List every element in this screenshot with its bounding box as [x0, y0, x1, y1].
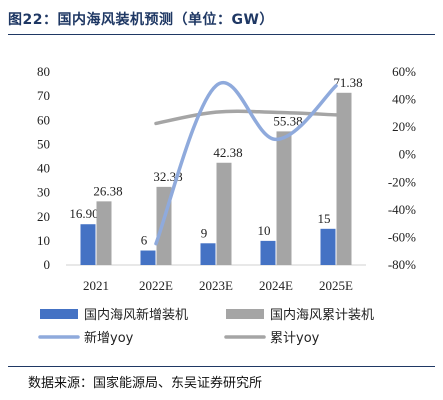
data-label-new: 16.90	[69, 206, 98, 221]
data-label-cumulative: 26.38	[93, 183, 122, 198]
bar-new	[140, 250, 156, 265]
y-left-tick-label: 20	[37, 209, 50, 224]
x-tick-label: 2025E	[319, 278, 353, 293]
x-tick-label: 2021	[83, 278, 109, 293]
legend-swatch-new	[40, 309, 78, 319]
y-left-tick-label: 0	[44, 257, 51, 272]
data-label-new: 15	[318, 211, 331, 226]
data-label-cumulative: 42.38	[213, 145, 242, 160]
y-right-tick-label: 0%	[399, 147, 417, 162]
bar-cumulative	[216, 162, 232, 265]
y-left-tick-label: 10	[37, 233, 50, 248]
y-left-tick-label: 80	[37, 64, 50, 79]
y-right-tick-label: -60%	[388, 229, 416, 244]
chart: 0 10 20 30 40 50 60 70 80 -80% -60% -40% -20% 0% 20% 40…	[37, 64, 417, 346]
x-tick-label: 2022E	[139, 278, 173, 293]
legend-label-cumulative: 国内海风累计装机	[270, 307, 374, 323]
chart-title: 图22：国内海风装机预测（单位：GW）	[8, 12, 274, 28]
bar-new	[200, 243, 216, 265]
bar-new	[260, 240, 276, 265]
source-note: 数据来源：国家能源局、东吴证券研究所	[28, 376, 263, 391]
source-divider	[8, 366, 435, 367]
y-right-tick-label: 20%	[392, 119, 416, 134]
y-right-tick-label: 40%	[392, 92, 416, 107]
legend-label-new-yoy: 新增yoy	[84, 330, 134, 346]
y-right-tick-label: -80%	[388, 257, 416, 272]
y-left-tick-label: 40	[37, 161, 50, 176]
y-left-tick-label: 60	[37, 112, 50, 127]
title-divider	[8, 34, 435, 35]
y-left-tick-label: 30	[37, 185, 50, 200]
bar-cumulative	[336, 92, 352, 266]
bar-new	[80, 224, 96, 265]
legend-label-new: 国内海风新增装机	[84, 307, 188, 323]
legend-swatch-cumulative	[226, 309, 264, 319]
y-left-tick-label: 50	[37, 136, 50, 151]
bar-cumulative	[276, 131, 292, 265]
legend-label-cumulative-yoy: 累计yoy	[270, 331, 320, 346]
bar-new	[320, 228, 336, 265]
y-right-tick-label: -40%	[388, 202, 416, 217]
data-label-cumulative: 71.38	[333, 75, 362, 90]
y-left-tick-label: 70	[37, 88, 50, 103]
y-right-tick-label: 60%	[392, 64, 416, 79]
data-label-new: 9	[201, 225, 208, 240]
y-right-tick-label: -20%	[388, 174, 416, 189]
x-tick-label: 2024E	[259, 278, 293, 293]
x-tick-label: 2023E	[199, 278, 233, 293]
data-label-new: 6	[141, 233, 148, 248]
bar-cumulative	[96, 201, 112, 265]
data-label-new: 10	[258, 223, 271, 238]
line-new-yoy	[154, 81, 338, 246]
data-label-cumulative: 55.38	[273, 113, 302, 128]
